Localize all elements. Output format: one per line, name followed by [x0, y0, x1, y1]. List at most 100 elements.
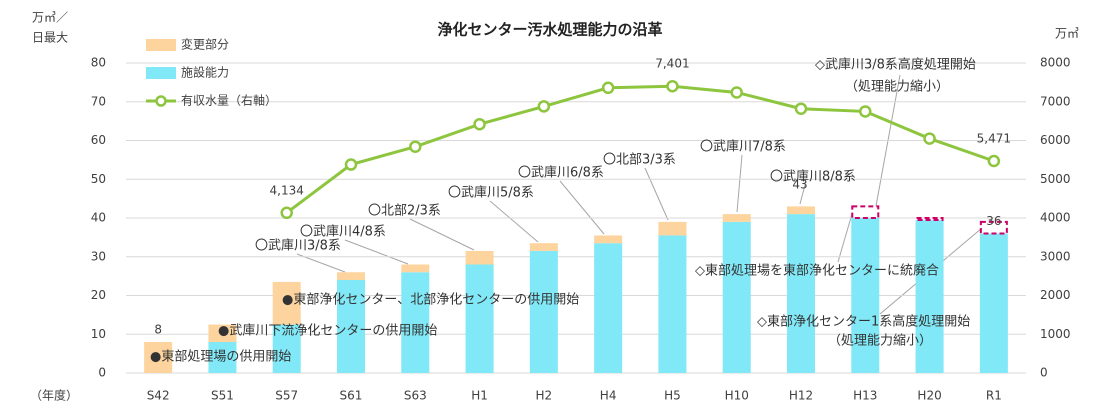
x-tick-label: H1	[471, 389, 488, 403]
x-tick-label: H5	[664, 389, 681, 403]
bar	[272, 281, 301, 325]
line-point	[923, 132, 936, 145]
annotation: ◇東部処理場を東部浄化センターに統廃合	[695, 263, 939, 279]
annotation: ◇東部浄化センター1系高度処理開始	[757, 314, 970, 330]
legend-label: 変更部分	[181, 37, 229, 52]
annotation: 〇北部3/3系	[603, 153, 676, 168]
y-axis-label: 万㎥／	[32, 11, 68, 25]
bar	[915, 219, 944, 373]
bar	[529, 250, 558, 373]
bar	[979, 233, 1008, 373]
y-tick-label: 10	[91, 327, 106, 341]
line-point	[666, 79, 679, 93]
y-tick-label: 30	[91, 249, 106, 263]
bar	[465, 264, 494, 373]
bar	[465, 250, 494, 265]
data-label: 8	[154, 323, 162, 337]
y2-tick-label: 0	[1040, 366, 1048, 380]
line-point	[473, 117, 486, 131]
x-tick-label: H10	[725, 389, 749, 403]
y2-tick-label: 2000	[1040, 288, 1071, 302]
chart-title: 浄化センター汚水処理能力の沿革	[437, 21, 662, 39]
line-point	[601, 81, 615, 95]
line-point	[987, 154, 1001, 168]
bar	[337, 280, 365, 373]
y2-tick-label: 3000	[1040, 249, 1071, 263]
y-axis-label: 日最大	[32, 31, 68, 45]
annotation: 〇武庫川3/8系	[255, 239, 341, 254]
annotation: ●武庫川下流浄化センターの供用開始	[218, 324, 437, 339]
y-tick-label: 60	[91, 133, 106, 147]
legend-label: 施設能力	[181, 65, 229, 80]
x-tick-label: H20	[917, 389, 941, 403]
x-tick-label: S57	[275, 389, 298, 403]
leader-lines	[159, 74, 983, 350]
bar	[594, 235, 623, 244]
x-tick-label: S51	[211, 389, 234, 403]
y2-axis-label: 万㎥	[1055, 27, 1079, 41]
y2-tick-label: 6000	[1040, 133, 1071, 147]
bar	[787, 214, 815, 373]
bar	[658, 221, 687, 236]
annotation: 〇武庫川8/8系	[770, 170, 856, 185]
y2-tick-label: 1000	[1040, 327, 1071, 341]
y-tick-label: 0	[98, 366, 106, 380]
annotation: 〇武庫川7/8系	[700, 140, 786, 155]
bar	[337, 272, 365, 280]
y-tick-label: 40	[91, 211, 106, 225]
y-tick-label: 70	[91, 94, 106, 108]
bar	[722, 214, 751, 222]
x-tick-label: H2	[536, 389, 553, 403]
y-tick-label: 80	[91, 56, 106, 70]
annotation: 〇武庫川5/8系	[448, 186, 534, 201]
line-point	[409, 140, 422, 153]
annotation: 43	[792, 178, 807, 192]
data-label: 5,471	[977, 131, 1011, 145]
line-point	[280, 206, 293, 220]
x-axis-label: （年度）	[30, 388, 78, 403]
reduced-bar	[915, 217, 944, 221]
bar	[208, 342, 237, 373]
bar	[787, 206, 815, 215]
legend-swatch	[146, 39, 176, 51]
line	[285, 84, 995, 215]
bar	[529, 243, 558, 251]
bar	[594, 243, 623, 373]
y2-tick-label: 8000	[1040, 56, 1071, 70]
bar	[722, 221, 751, 373]
bar	[208, 324, 237, 342]
x-tick-label: R1	[986, 389, 1002, 403]
x-tick-label: S63	[404, 389, 427, 403]
annotation: （処理能力縮小）	[828, 333, 932, 349]
data-label: 7,401	[655, 57, 689, 71]
data-label: 36	[986, 214, 1001, 228]
reduced-bar	[851, 205, 880, 219]
bar	[272, 324, 301, 373]
line-point	[730, 86, 743, 99]
line-point	[859, 105, 872, 118]
annotation: ●東部浄化センター、北部浄化センターの供用開始	[282, 292, 579, 308]
reduced-bar	[979, 220, 1008, 235]
y2-tick-label: 5000	[1040, 172, 1071, 186]
annotation: （処理能力縮小）	[845, 79, 949, 95]
annotation: ●東部処理場の供用開始	[150, 349, 291, 365]
annotation: 〇武庫川4/8系	[300, 225, 386, 240]
annotation: 〇武庫川6/8系	[518, 166, 604, 181]
bar	[851, 218, 880, 373]
x-tick-label: H13	[853, 389, 877, 403]
bar	[401, 272, 430, 373]
line-point	[537, 100, 551, 113]
bar	[401, 264, 430, 273]
x-tick-label: S42	[147, 389, 170, 403]
legend-swatch	[146, 67, 176, 79]
line-point	[794, 102, 808, 115]
y-tick-label: 50	[91, 172, 106, 186]
x-tick-label: S61	[340, 389, 363, 403]
legend-marker	[155, 95, 167, 107]
y2-tick-label: 4000	[1040, 211, 1071, 225]
y-tick-label: 20	[91, 288, 106, 302]
bar	[658, 235, 687, 373]
x-tick-label: H4	[600, 389, 617, 403]
x-tick-label: H12	[789, 389, 813, 403]
